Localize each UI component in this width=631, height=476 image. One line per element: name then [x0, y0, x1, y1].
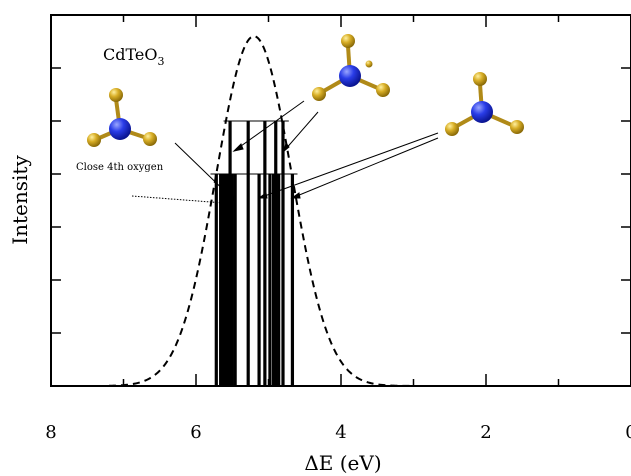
compound-label-subscript: 3 — [158, 55, 165, 68]
annotation-arrows — [131, 100, 439, 204]
arrow-head — [227, 192, 236, 202]
molecule-b — [445, 72, 524, 136]
molecule-close-fourth-oxygen — [87, 88, 157, 147]
envelope-curve — [108, 35, 414, 387]
arrow-molecule-b-1 — [258, 132, 439, 199]
x-tick-label: 8 — [45, 422, 56, 443]
arrow-molecule-a-1 — [233, 100, 305, 152]
stick-spectrum — [210, 120, 298, 386]
arrow-head — [232, 143, 244, 152]
x-tick-label: 4 — [335, 422, 346, 443]
compound-label-main: CdTeO — [103, 45, 158, 64]
compound-label: CdTeO3 — [103, 45, 165, 68]
axis-ticks: 8 6 4 2 0 — [45, 15, 631, 443]
arrow-close-oxygen-1 — [131, 195, 225, 204]
arrow-molecule-a-2 — [283, 111, 319, 152]
x-tick-label: 0 — [625, 422, 631, 443]
x-tick-label: 2 — [480, 422, 491, 443]
plot-frame — [50, 14, 631, 387]
y-axis-label: Intensity — [8, 155, 32, 245]
x-axis-label: ΔE (eV) — [304, 451, 381, 475]
arrow-head — [283, 141, 290, 153]
arrow-head — [290, 192, 301, 199]
close-oxygen-label: Close 4th oxygen — [76, 162, 164, 173]
arrow-head — [257, 192, 268, 199]
gaussian-envelope — [108, 35, 414, 387]
molecule-a — [312, 34, 390, 101]
arrow-molecule-b-2 — [291, 137, 439, 199]
arrow-close-oxygen-2 — [174, 142, 236, 202]
x-tick-label: 6 — [190, 422, 201, 443]
